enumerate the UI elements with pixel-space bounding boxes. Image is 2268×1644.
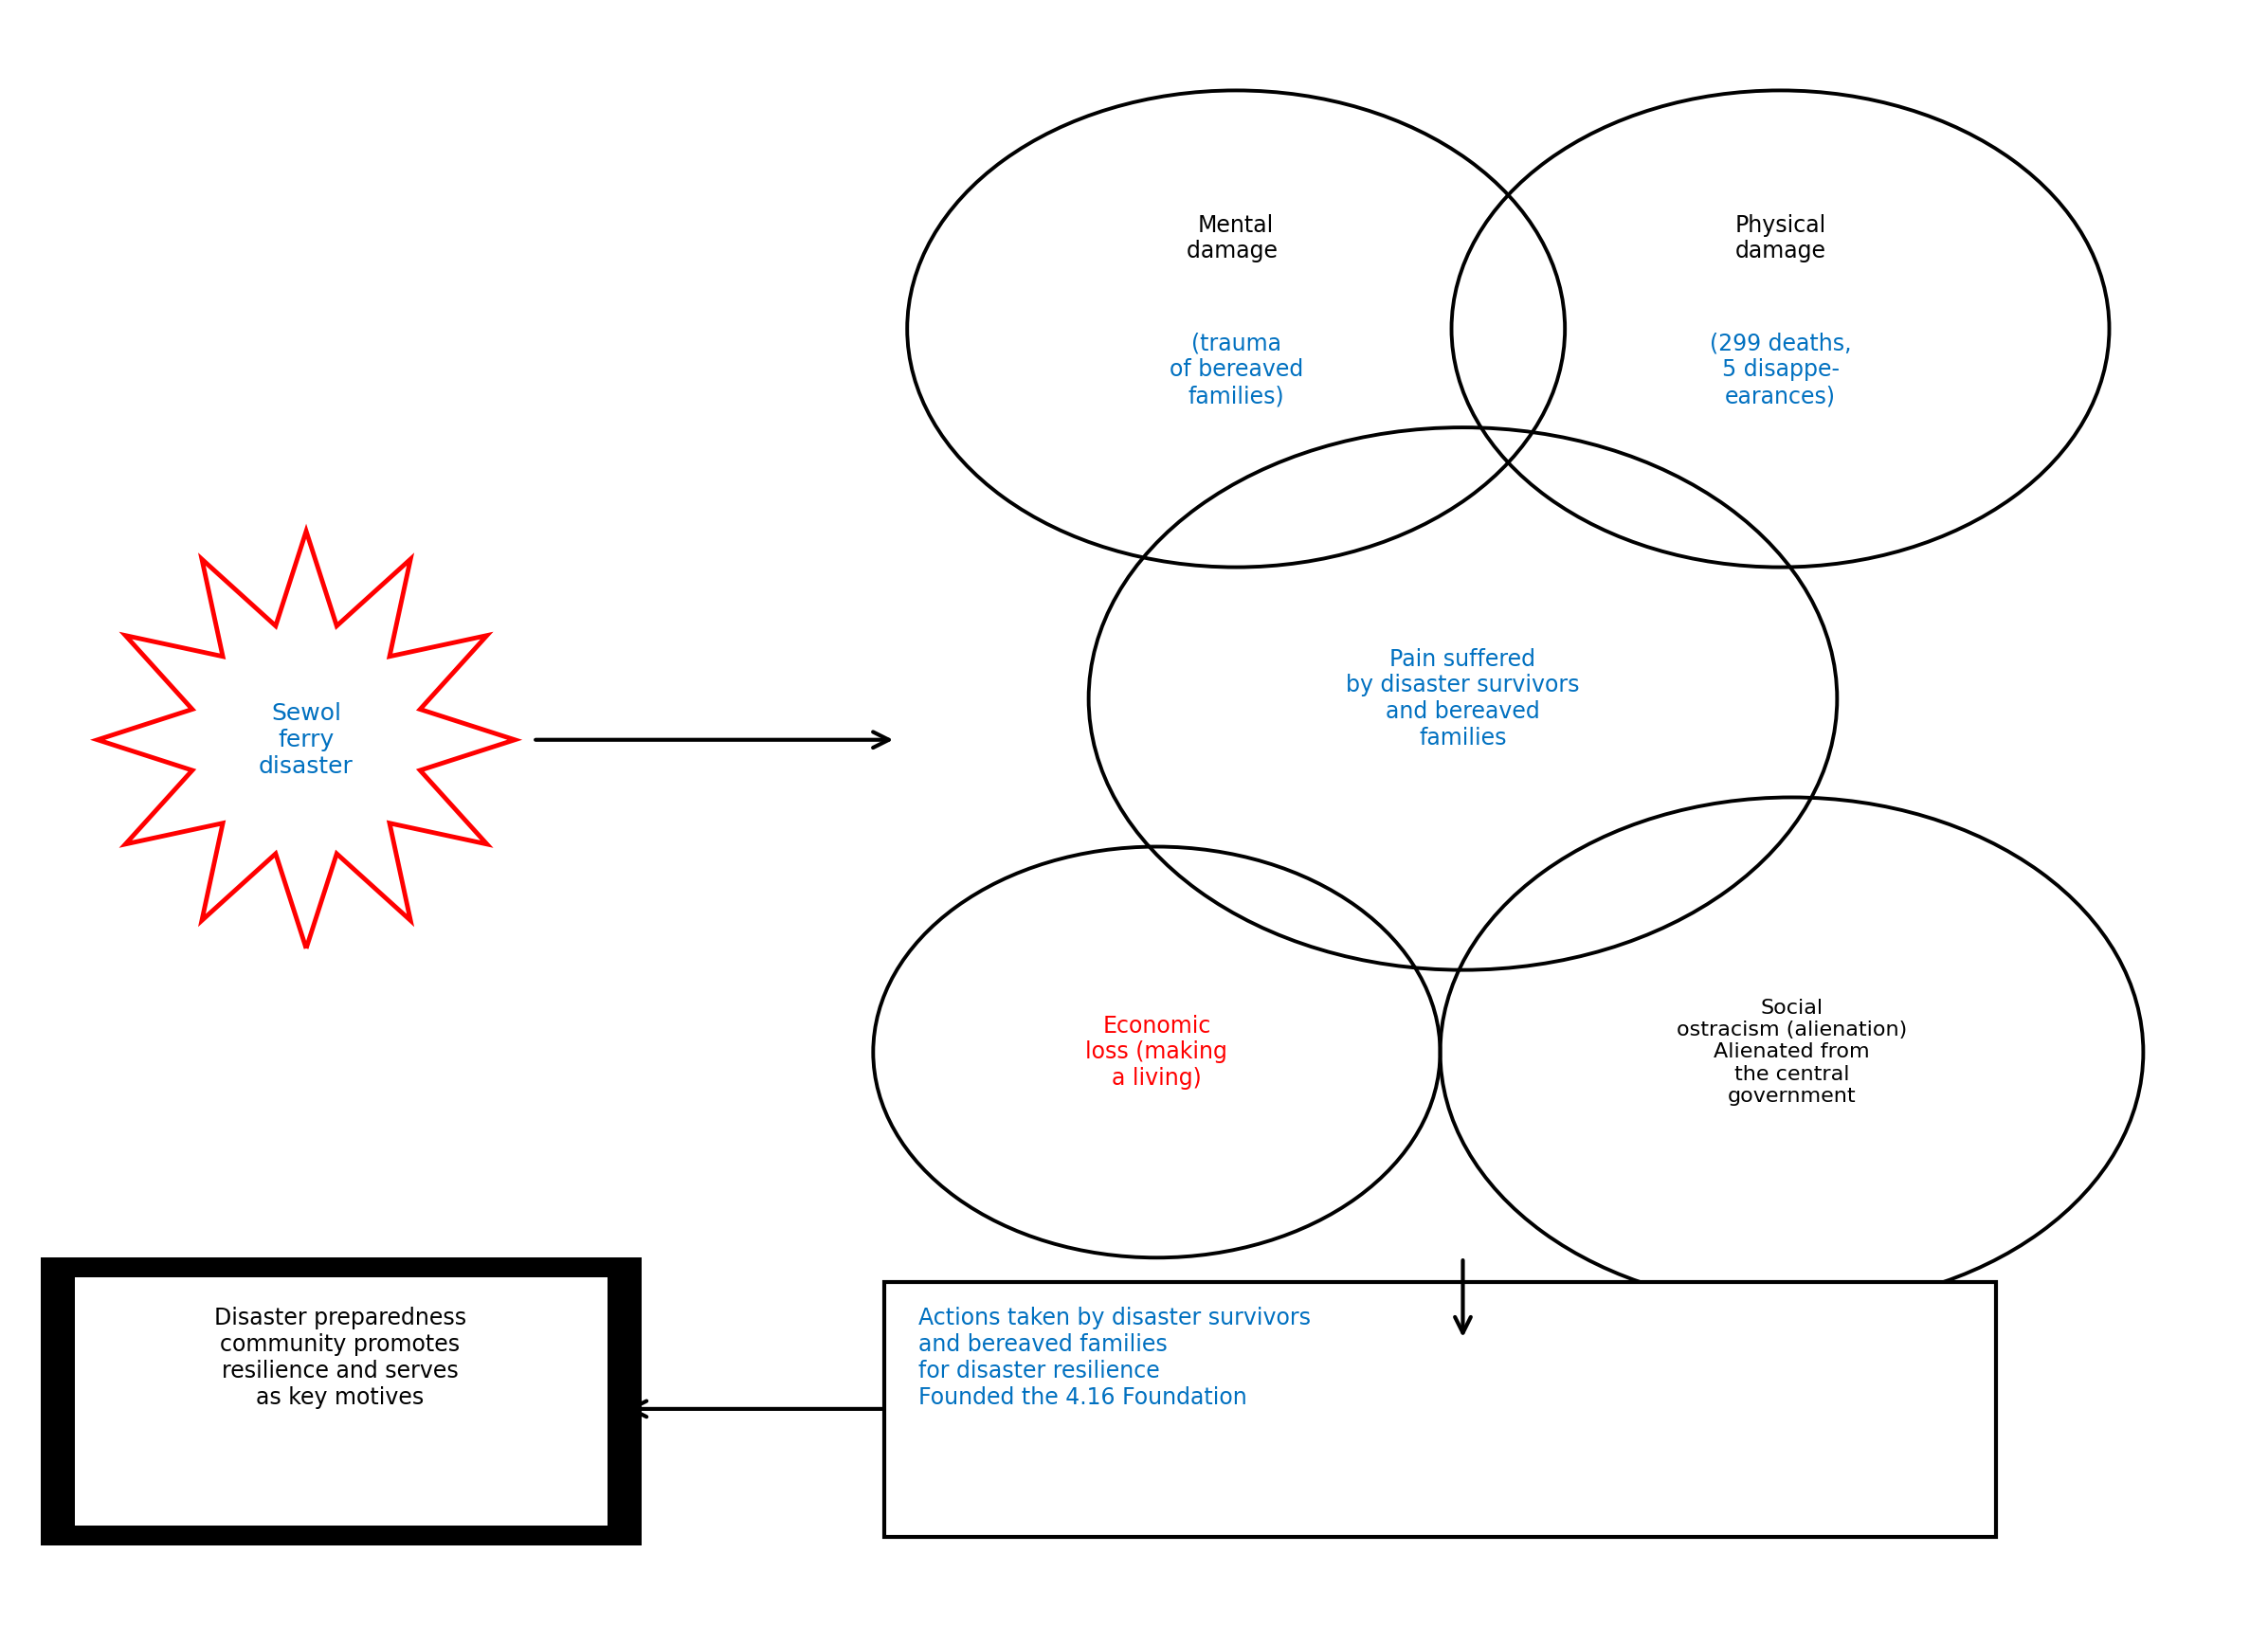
Text: Social
ostracism (alienation)
Alienated from
the central
government: Social ostracism (alienation) Alienated … bbox=[1676, 998, 1907, 1106]
FancyBboxPatch shape bbox=[885, 1282, 1996, 1537]
Text: Pain suffered
by disaster survivors
and bereaved
families: Pain suffered by disaster survivors and … bbox=[1345, 648, 1581, 750]
Text: Mental
damage: Mental damage bbox=[1186, 214, 1286, 263]
Text: Economic
loss (making
a living): Economic loss (making a living) bbox=[1086, 1014, 1227, 1090]
FancyBboxPatch shape bbox=[41, 1258, 642, 1545]
Text: (299 deaths,
5 disappe-
earances): (299 deaths, 5 disappe- earances) bbox=[1710, 332, 1851, 408]
Text: Disaster preparedness
community promotes
resilience and serves
as key motives: Disaster preparedness community promotes… bbox=[213, 1307, 467, 1409]
Text: Sewol
ferry
disaster: Sewol ferry disaster bbox=[259, 702, 354, 778]
Text: Physical
damage: Physical damage bbox=[1735, 214, 1826, 263]
Text: Actions taken by disaster survivors
and bereaved families
for disaster resilienc: Actions taken by disaster survivors and … bbox=[919, 1307, 1311, 1409]
FancyBboxPatch shape bbox=[75, 1277, 608, 1526]
Text: (trauma
of bereaved
families): (trauma of bereaved families) bbox=[1168, 332, 1304, 408]
